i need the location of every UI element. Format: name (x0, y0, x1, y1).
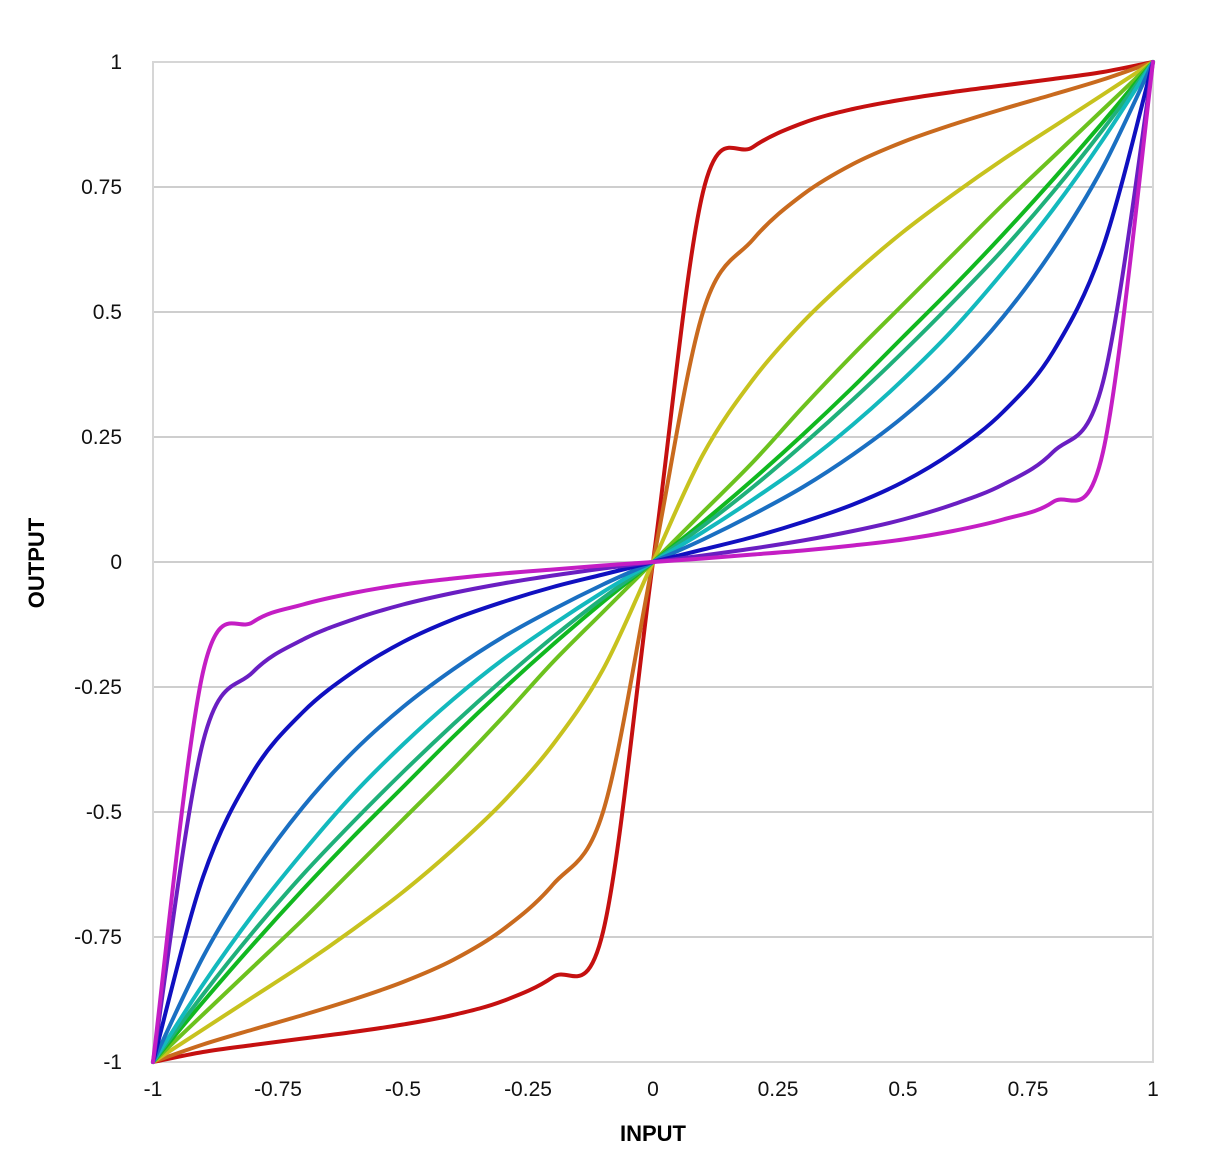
y-tick-label: 1 (110, 51, 122, 74)
x-tick-label: -1 (144, 1078, 163, 1101)
x-tick-label: 0.25 (758, 1078, 799, 1101)
grid (153, 186, 1153, 938)
y-tick-label: -1 (103, 1051, 122, 1074)
plot-frame (152, 61, 1154, 1063)
x-tick-label: 0 (647, 1078, 659, 1101)
x-tick-label: 0.75 (1008, 1078, 1049, 1101)
y-tick-label: 0.5 (93, 301, 122, 324)
x-tick-label: 0.5 (888, 1078, 917, 1101)
x-tick-label: 1 (1147, 1078, 1159, 1101)
y-tick-label: 0.75 (81, 176, 122, 199)
series-group (151, 60, 1155, 1064)
x-axis-ticks: -1 -0.75 -0.5 -0.25 0 0.25 0.5 0.75 1 (144, 1078, 1159, 1101)
y-tick-label: -0.25 (74, 676, 122, 699)
x-tick-label: -0.75 (254, 1078, 302, 1101)
y-axis-ticks: -1 -0.75 -0.5 -0.25 0 0.25 0.5 0.75 1 (74, 51, 122, 1074)
x-axis-title: INPUT (620, 1121, 687, 1146)
y-tick-label: 0.25 (81, 426, 122, 449)
y-tick-label: 0 (110, 551, 122, 574)
y-tick-label: -0.75 (74, 926, 122, 949)
y-tick-label: -0.5 (86, 801, 122, 824)
x-tick-label: -0.25 (504, 1078, 552, 1101)
series-line-11 (151, 60, 1155, 1064)
y-axis-title: OUTPUT (24, 517, 49, 608)
plot-border (152, 61, 1154, 1063)
x-tick-label: -0.5 (385, 1078, 421, 1101)
